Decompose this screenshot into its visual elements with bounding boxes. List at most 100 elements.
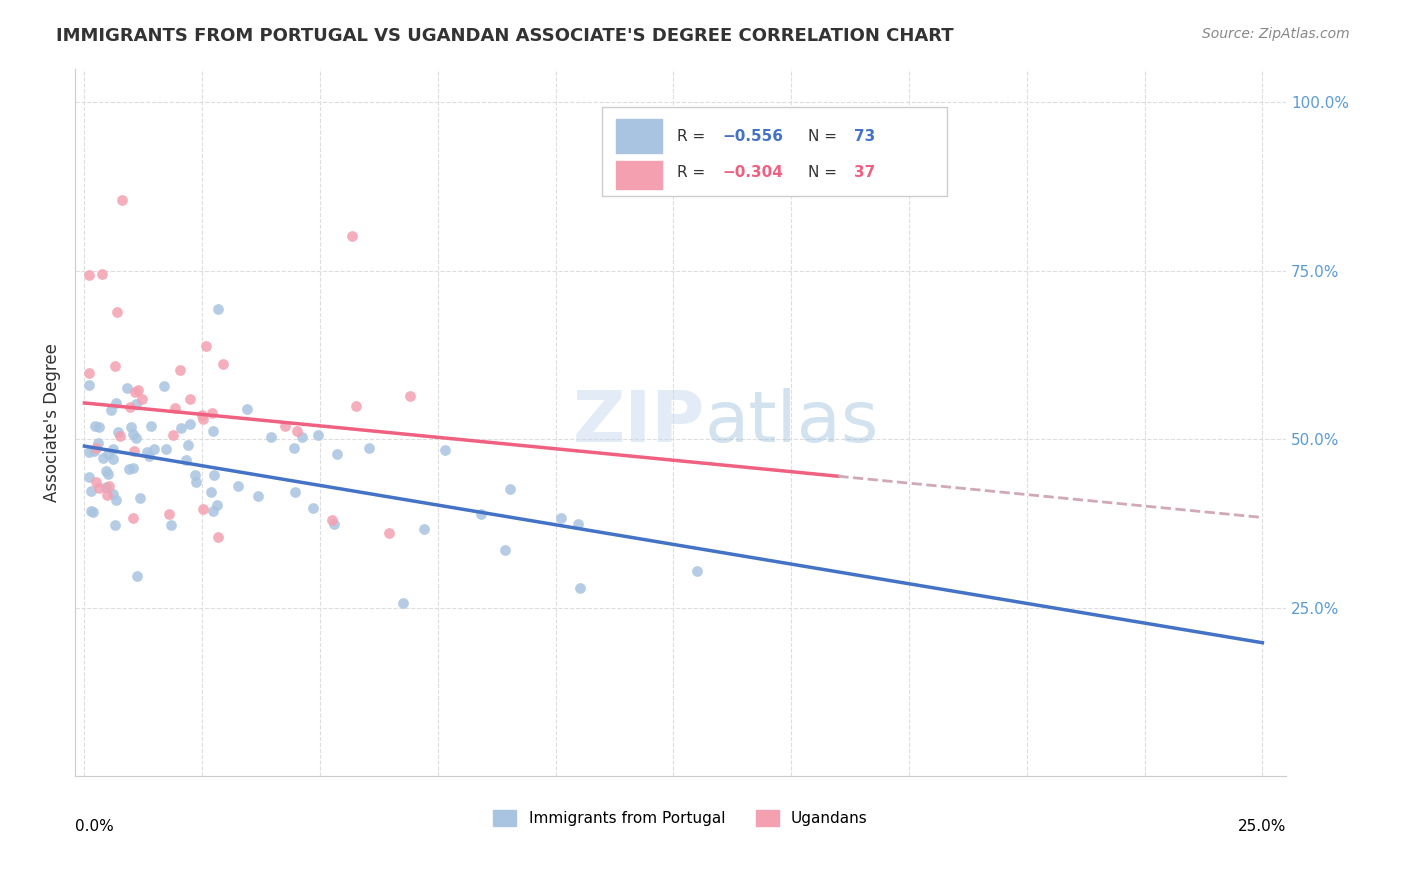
Point (138, 449, 160, 463)
Point (568, 581, 591, 595)
Point (169, 363, 191, 377)
Point (139, 419, 162, 434)
Point (200, 484, 222, 499)
Text: R =: R = (676, 165, 710, 180)
Point (86, 436, 108, 450)
Point (104, 517, 127, 532)
Point (191, 408, 214, 422)
Point (207, 530, 229, 544)
Point (115, 381, 138, 395)
Y-axis label: Associate's Degree: Associate's Degree (44, 343, 60, 502)
Point (101, 442, 124, 456)
Point (83, 444, 105, 458)
Point (159, 517, 181, 532)
Text: atlas: atlas (704, 388, 879, 457)
Point (91, 450, 114, 465)
Point (122, 426, 145, 441)
Point (104, 396, 127, 410)
Point (105, 305, 128, 319)
Point (104, 359, 127, 373)
Point (236, 402, 259, 417)
Point (122, 511, 145, 525)
Point (686, 564, 709, 578)
Point (107, 425, 129, 440)
Point (77, 470, 100, 484)
Text: 73: 73 (853, 129, 875, 144)
Point (129, 491, 152, 505)
Point (321, 513, 343, 527)
Point (103, 452, 125, 467)
Point (179, 417, 201, 432)
Point (550, 510, 572, 524)
Point (127, 569, 149, 583)
Point (344, 399, 367, 413)
Point (84, 475, 107, 489)
Text: IMMIGRANTS FROM PORTUGAL VS UGANDAN ASSOCIATE'S DEGREE CORRELATION CHART: IMMIGRANTS FROM PORTUGAL VS UGANDAN ASSO… (56, 27, 953, 45)
FancyBboxPatch shape (602, 107, 946, 196)
Point (90, 268, 112, 282)
Text: −0.556: −0.556 (723, 129, 785, 144)
Point (226, 479, 249, 493)
Point (202, 468, 225, 483)
Point (125, 397, 148, 411)
Point (176, 453, 198, 467)
Point (186, 475, 208, 489)
Point (120, 419, 142, 434)
Point (82, 505, 104, 519)
Point (94, 464, 117, 478)
Point (259, 430, 281, 444)
Point (342, 229, 364, 244)
Bar (616, 161, 662, 189)
Point (273, 419, 295, 434)
Point (80, 484, 103, 499)
Point (177, 438, 200, 452)
Bar (616, 120, 662, 153)
Point (433, 443, 456, 458)
Point (202, 424, 225, 438)
Point (291, 430, 314, 444)
Text: −0.304: −0.304 (723, 165, 783, 180)
Point (155, 442, 177, 456)
Point (398, 389, 420, 403)
Point (135, 445, 157, 459)
Point (179, 392, 201, 407)
Point (127, 383, 149, 397)
Point (302, 501, 325, 516)
Point (101, 487, 124, 501)
Point (79, 445, 101, 459)
Point (96, 488, 118, 502)
Point (567, 516, 589, 531)
Point (118, 401, 141, 415)
Point (499, 482, 522, 496)
Text: ZIP: ZIP (572, 388, 704, 457)
Point (285, 424, 308, 438)
Point (391, 596, 413, 610)
Point (97, 447, 120, 461)
Point (124, 385, 146, 400)
Point (143, 442, 166, 457)
Point (184, 468, 207, 483)
Point (77, 366, 100, 380)
Point (162, 427, 184, 442)
Point (322, 516, 344, 531)
Text: 25.0%: 25.0% (1237, 819, 1286, 834)
Point (378, 525, 401, 540)
Point (100, 402, 122, 417)
Point (200, 406, 222, 420)
Point (211, 357, 233, 371)
Point (191, 412, 214, 426)
Point (79, 268, 101, 283)
Point (326, 447, 349, 461)
Text: N =: N = (807, 165, 842, 180)
Point (94, 480, 117, 494)
Point (97, 467, 120, 481)
Legend: Immigrants from Portugal, Ugandans: Immigrants from Portugal, Ugandans (488, 804, 873, 832)
Point (87, 481, 110, 495)
Point (97, 479, 120, 493)
Point (205, 498, 228, 512)
Text: R =: R = (676, 129, 710, 144)
Point (153, 379, 176, 393)
Text: Source: ZipAtlas.com: Source: ZipAtlas.com (1202, 27, 1350, 41)
Point (247, 489, 270, 503)
Text: 37: 37 (853, 165, 875, 180)
